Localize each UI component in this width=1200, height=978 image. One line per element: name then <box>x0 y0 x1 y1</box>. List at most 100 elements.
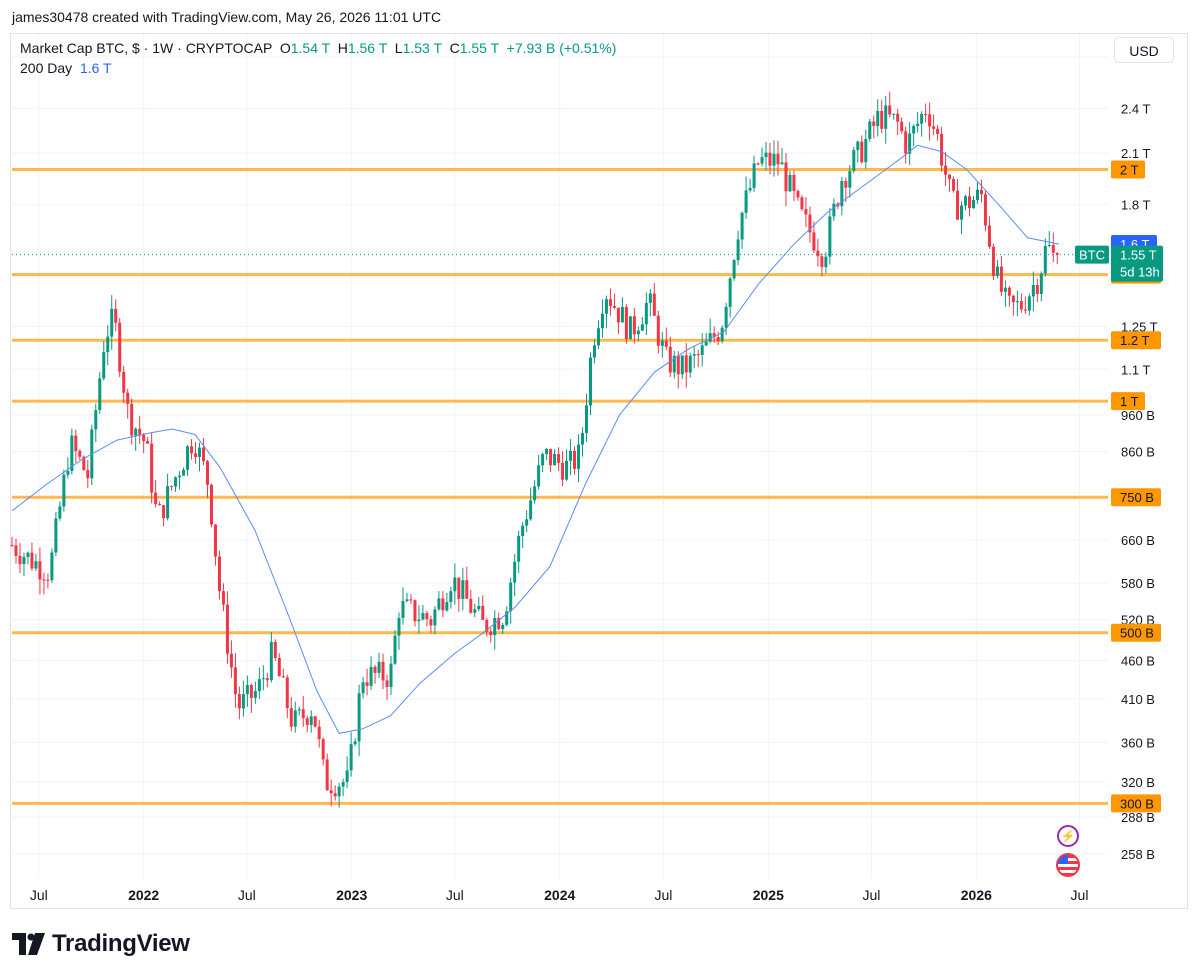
candle-body <box>995 266 999 276</box>
candle-body <box>337 786 341 797</box>
candle-body <box>991 246 995 276</box>
candle-body <box>281 676 285 678</box>
candle-body <box>975 189 979 201</box>
candle-body <box>808 214 812 233</box>
candle-body <box>616 307 620 323</box>
lightning-icon[interactable]: ⚡ <box>1057 825 1079 847</box>
candle-body <box>357 693 361 742</box>
candle-body <box>664 340 668 347</box>
level-tag: 1.2 T <box>1111 331 1161 350</box>
candle-down <box>1019 293 1023 313</box>
candle-up <box>198 442 202 472</box>
candle-body <box>198 447 202 457</box>
candle-down <box>381 653 385 690</box>
candle-up <box>736 230 740 266</box>
level-tag-text: 300 B <box>1120 796 1154 811</box>
candle-down <box>413 599 417 627</box>
candle-body <box>341 782 345 787</box>
price-tick-label: 360 B <box>1121 736 1155 751</box>
candle-down <box>668 336 672 377</box>
candle-down <box>205 459 209 499</box>
candle-down <box>800 195 804 211</box>
candle-body <box>952 179 956 191</box>
candle-down <box>987 216 991 249</box>
time-tick-label: 2024 <box>544 887 575 903</box>
candle-body <box>285 677 289 709</box>
candle-body <box>481 605 485 620</box>
candle-down <box>225 591 229 664</box>
currency-button[interactable]: USD <box>1114 37 1174 63</box>
candle-down <box>940 126 944 172</box>
candle-up <box>1027 293 1031 316</box>
candle-body <box>1023 309 1027 311</box>
candle-body <box>684 355 688 373</box>
candle-down <box>652 283 656 316</box>
candle-body <box>983 194 987 226</box>
candle-body <box>736 239 740 261</box>
time-tick-label: Jul <box>30 887 48 903</box>
tradingview-brand[interactable]: TradingView <box>12 930 190 958</box>
candle-down <box>756 162 760 166</box>
candle-body <box>461 580 465 599</box>
time-tick-label: 2026 <box>961 887 992 903</box>
candle-down <box>118 317 122 378</box>
candle-body <box>301 709 305 719</box>
candle-down <box>373 664 377 684</box>
candle-down <box>573 446 577 475</box>
candle-body <box>932 126 936 129</box>
time-tick-label: Jul <box>1071 887 1089 903</box>
candle-down <box>289 697 293 732</box>
candle-body <box>94 409 98 430</box>
candle-body <box>209 484 213 525</box>
candle-body <box>824 256 828 268</box>
candle-body <box>98 378 102 410</box>
candle-up <box>449 586 453 609</box>
us-flag-icon[interactable] <box>1056 853 1080 877</box>
candle-body <box>158 504 162 506</box>
candle-down <box>273 639 277 662</box>
candle-body <box>856 141 860 151</box>
candle-down <box>122 365 126 404</box>
candle-body <box>920 113 924 124</box>
candle-body <box>217 556 221 592</box>
candle-body <box>473 609 477 613</box>
candle-body <box>940 133 944 166</box>
candle-down <box>776 140 780 176</box>
candle-down <box>469 589 473 614</box>
candle-body <box>900 121 904 132</box>
candle-body <box>692 354 696 356</box>
candle-body <box>840 181 844 207</box>
candle-up <box>748 178 752 193</box>
level-tag-bg <box>1111 160 1145 179</box>
time-tick-label: 2023 <box>336 887 367 903</box>
candle-body <box>971 200 975 209</box>
candle-body <box>744 190 748 213</box>
candle-up <box>780 148 784 165</box>
candle-body <box>265 678 269 681</box>
candle-down <box>1011 294 1015 316</box>
candle-up <box>421 605 425 621</box>
candle-down <box>38 547 42 595</box>
high-label: H <box>337 40 348 56</box>
brand-text: TradingView <box>52 930 190 957</box>
candle-body <box>573 450 577 469</box>
candle-up <box>417 605 421 634</box>
ma-legend[interactable]: 200 Day 1.6 T <box>20 60 112 76</box>
candle-up <box>377 652 381 678</box>
candle-body <box>273 641 277 658</box>
candle-up <box>1039 271 1043 302</box>
candle-body <box>182 469 186 476</box>
candle-up <box>916 111 920 133</box>
candle-down <box>632 307 636 344</box>
candle-up <box>628 316 632 340</box>
candle-body <box>389 663 393 687</box>
candle-up <box>1015 290 1019 317</box>
candle-body <box>154 492 158 505</box>
candle-down <box>138 415 142 444</box>
candle-body <box>469 598 473 613</box>
candle-body <box>904 131 908 154</box>
candle-body <box>533 486 537 501</box>
candle-up <box>892 113 896 120</box>
